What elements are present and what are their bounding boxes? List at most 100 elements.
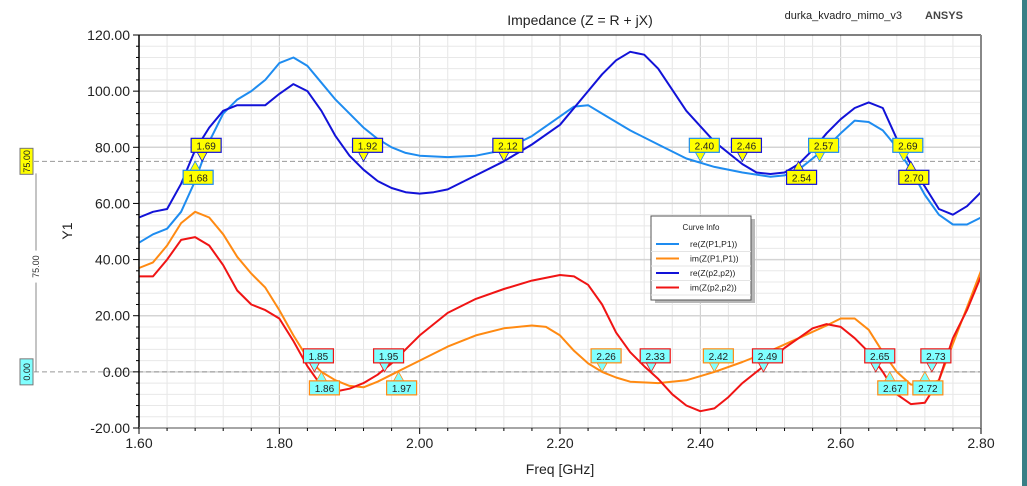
marker-box <box>898 169 930 185</box>
x-tick-label: 2.60 <box>827 435 854 451</box>
marker-1-97[interactable]: 1.97 <box>386 371 418 396</box>
marker-2-40[interactable]: 2.40 <box>688 137 720 163</box>
marker-label: 2.26 <box>596 352 616 363</box>
marker-box <box>877 380 909 396</box>
marker-label: 1.69 <box>196 141 216 152</box>
grid <box>139 35 981 428</box>
marker-pointer <box>694 151 707 163</box>
marker-box <box>751 348 784 364</box>
marker-label: 2.54 <box>792 173 812 184</box>
legend-entry[interactable]: re(Z(p2,p2)) <box>651 268 751 281</box>
marker-box <box>808 137 840 153</box>
marker-label: 2.65 <box>870 352 890 363</box>
legend-label: re(Z(p2,p2)) <box>690 268 736 278</box>
marker-2-57[interactable]: 2.57 <box>808 137 840 163</box>
marker-pointer <box>189 160 201 171</box>
y-tick-label: 80.00 <box>95 139 130 155</box>
marker-label: 2.46 <box>737 141 757 152</box>
x-axis-label: Freq [GHz] <box>526 461 594 477</box>
marker-pointer <box>196 151 208 163</box>
window-border <box>1022 0 1027 486</box>
y-tick-label: 60.00 <box>95 195 130 211</box>
delta-label: 75.00 <box>31 255 41 278</box>
reference-value-box <box>19 358 34 386</box>
marker-label: 1.97 <box>392 384 412 395</box>
chart-title: Impedance (Z = R + jX) <box>507 12 653 28</box>
marker-label: 1.95 <box>379 352 399 363</box>
reference-lines <box>26 160 981 373</box>
marker-1-95[interactable]: 1.95 <box>372 348 405 373</box>
marker-pointer <box>926 362 938 373</box>
legend-entry[interactable]: im(Z(p2,p2)) <box>651 283 751 296</box>
x-tick-label: 2.00 <box>406 435 433 451</box>
marker-box <box>702 348 734 364</box>
x-tick-label: 1.60 <box>125 435 152 451</box>
marker-1-85[interactable]: 1.85 <box>302 348 335 373</box>
impedance-chart: Impedance (Z = R + jX) durka_kvadro_mimo… <box>19 10 995 477</box>
reference-value-tag: 0.00 <box>19 358 34 386</box>
x-tick-labels: 1.60 1.80 2.00 2.20 2.40 2.60 2.80 <box>125 435 994 451</box>
marker-box <box>639 348 671 364</box>
marker-pointer <box>736 151 749 163</box>
reference-value-label: 75.00 <box>22 150 32 173</box>
marker-2-67[interactable]: 2.67 <box>877 371 909 396</box>
marker-label: 2.69 <box>898 141 918 152</box>
ansys-logo: ANSYS <box>925 10 963 22</box>
marker-2-69[interactable]: 2.69 <box>892 137 924 163</box>
series-line <box>138 210 982 389</box>
marker-label: 1.86 <box>315 384 335 395</box>
reference-value-box <box>19 147 34 175</box>
marker-2-73[interactable]: 2.73 <box>920 348 952 373</box>
marker-2-54[interactable]: 2.54 <box>785 160 818 185</box>
marker-1-92[interactable]: 1.92 <box>351 137 384 163</box>
legend-label: im(Z(P1,P1)) <box>690 254 739 264</box>
marker-1-69[interactable]: 1.69 <box>190 137 222 163</box>
marker-1-68[interactable]: 1.68 <box>182 160 214 185</box>
marker-box <box>492 137 524 153</box>
window-margin <box>1000 0 1022 486</box>
marker-label: 1.85 <box>309 352 329 363</box>
axes <box>133 34 982 434</box>
marker-box <box>590 348 622 364</box>
marker-box <box>912 380 944 396</box>
marker-2-46[interactable]: 2.46 <box>730 137 763 163</box>
marker-box <box>182 169 214 185</box>
series-line <box>138 50 982 219</box>
series-line <box>138 56 982 244</box>
marker-box <box>785 169 818 185</box>
legend-label: re(Z(P1,P1)) <box>690 239 737 249</box>
marker-label: 2.12 <box>498 141 518 152</box>
marker-2-70[interactable]: 2.70 <box>898 160 930 185</box>
markers[interactable]: 1.69 1.68 1.92 2.12 2.40 2.46 2.57 2.54 2.69 2.70… <box>182 137 952 396</box>
marker-2-33[interactable]: 2.33 <box>639 348 671 373</box>
marker-2-72[interactable]: 2.72 <box>912 371 944 396</box>
legend-entry[interactable]: im(Z(P1,P1)) <box>651 254 751 267</box>
marker-2-26[interactable]: 2.26 <box>590 348 622 373</box>
y-tick-labels: 120.00 100.00 80.00 60.00 40.00 20.00 0.00 -20.… <box>87 27 130 436</box>
marker-box <box>190 137 222 153</box>
marker-2-65[interactable]: 2.65 <box>864 348 896 373</box>
x-tick-label: 1.80 <box>266 435 293 451</box>
marker-label: 2.70 <box>904 173 924 184</box>
delta-label-bg <box>30 250 42 283</box>
marker-label: 2.42 <box>709 352 729 363</box>
legend-entry[interactable]: re(Z(P1,P1)) <box>651 239 751 252</box>
x-tick-label: 2.20 <box>546 435 573 451</box>
marker-2-42[interactable]: 2.42 <box>702 348 734 373</box>
y-axis-label: Y1 <box>59 222 75 239</box>
marker-2-49[interactable]: 2.49 <box>751 348 784 373</box>
marker-label: 1.68 <box>188 173 208 184</box>
marker-box <box>302 348 335 364</box>
design-name: durka_kvadro_mimo_v3 <box>785 10 902 22</box>
marker-2-12[interactable]: 2.12 <box>492 137 524 163</box>
marker-1-86[interactable]: 1.86 <box>308 371 341 396</box>
legend-curve-info[interactable]: Curve Info re(Z(P1,P1)) im(Z(P1,P1)) re(Z(… <box>650 215 755 303</box>
y-tick-label: 0.00 <box>103 364 130 380</box>
delta-indicator: 75.00 0.00 75.00 <box>19 147 42 386</box>
marker-pointer <box>357 151 370 163</box>
marker-box <box>730 137 763 153</box>
marker-label: 2.49 <box>758 352 778 363</box>
marker-label: 2.33 <box>645 352 665 363</box>
reference-value-label: 0.00 <box>22 363 32 381</box>
marker-label: 2.67 <box>883 384 903 395</box>
